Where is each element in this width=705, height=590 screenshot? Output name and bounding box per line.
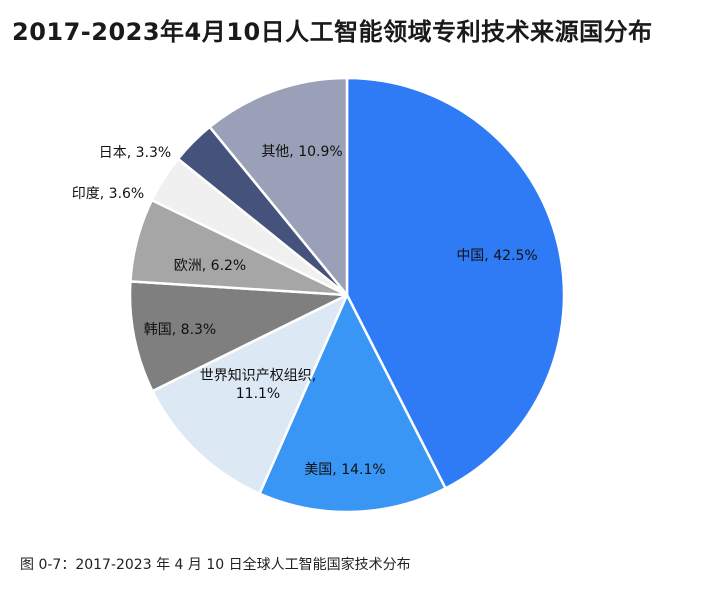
slice-label-1: 美国, 14.1% xyxy=(304,462,385,478)
pie-slice-7 xyxy=(208,76,349,297)
slice-label-5: 印度, 3.6% xyxy=(72,186,144,202)
pie-slice-1 xyxy=(258,293,447,514)
slice-label-2: 世界知识产权组织, 11.1% xyxy=(200,367,316,402)
slice-label-3: 韩国, 8.3% xyxy=(144,322,216,338)
slice-label-0: 中国, 42.5% xyxy=(456,248,537,264)
pie-slice-3 xyxy=(128,280,349,393)
slice-label-7: 其他, 10.9% xyxy=(261,144,342,160)
pie-slice-2 xyxy=(151,293,349,495)
figure-caption: 图 0-7：2017-2023 年 4 月 10 日全球人工智能国家技术分布 xyxy=(20,557,411,573)
slice-label-6: 日本, 3.3% xyxy=(99,145,171,161)
slice-label-4: 欧洲, 6.2% xyxy=(174,258,246,274)
pie-slice-0 xyxy=(345,76,566,490)
chart-title: 2017-2023年4月10日人工智能领域专利技术来源国分布 xyxy=(12,18,653,46)
